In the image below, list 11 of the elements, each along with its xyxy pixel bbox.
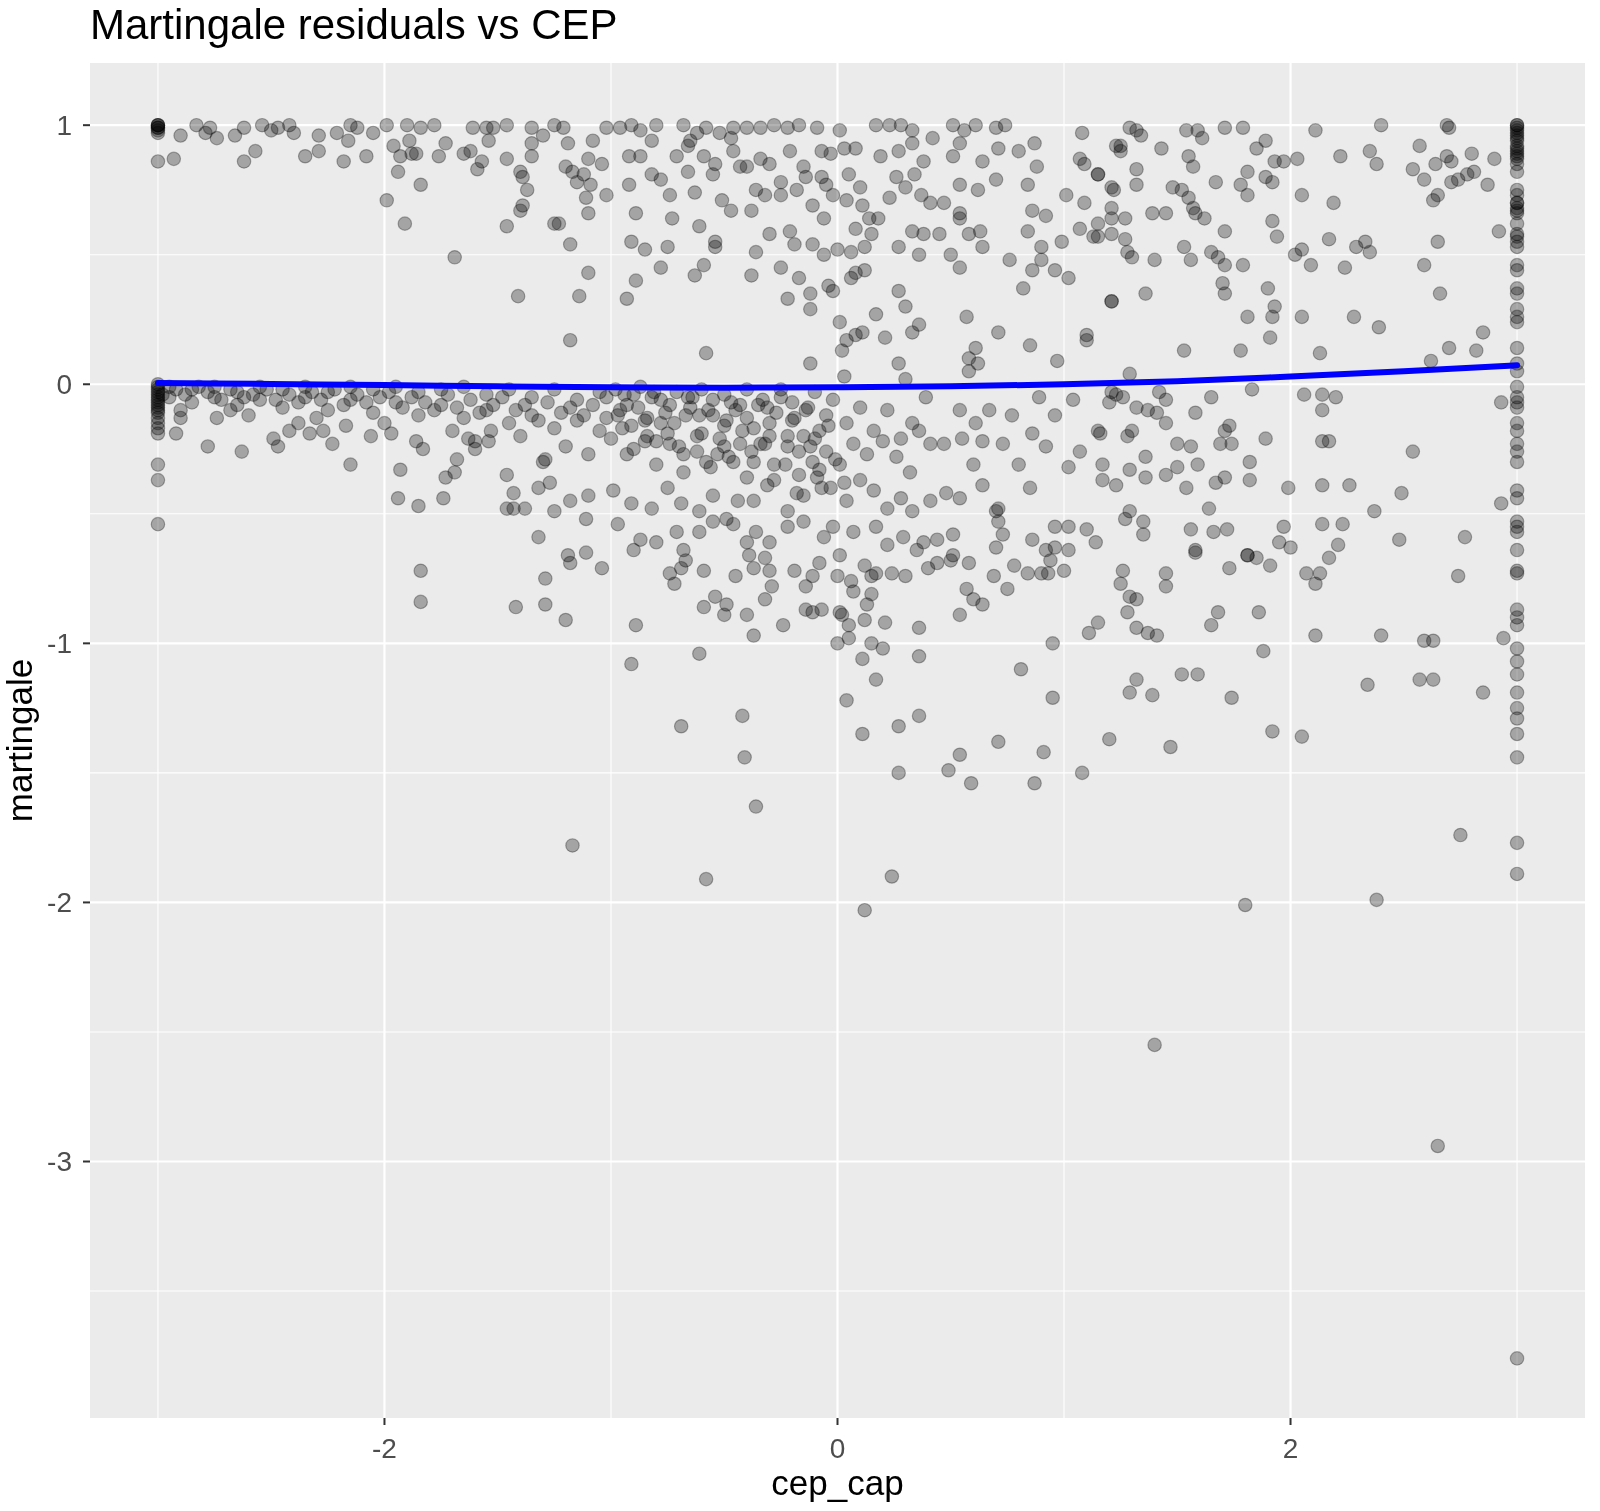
x-tick-label: -2 [372, 1433, 397, 1464]
y-tick-label: 0 [56, 368, 72, 400]
x-tick-label: 2 [1282, 1433, 1299, 1464]
y-tick-label: -2 [47, 886, 72, 918]
y-axis-title: martingale [0, 658, 39, 823]
y-tick-label: 1 [56, 109, 72, 141]
x-axis-title: cep_cap [771, 1463, 904, 1502]
y-tick-label: -3 [47, 1146, 72, 1178]
x-tick-label: 0 [829, 1433, 846, 1464]
chart-title: Martingale residuals vs CEP [90, 1, 618, 48]
y-tick-label: -1 [47, 627, 72, 659]
